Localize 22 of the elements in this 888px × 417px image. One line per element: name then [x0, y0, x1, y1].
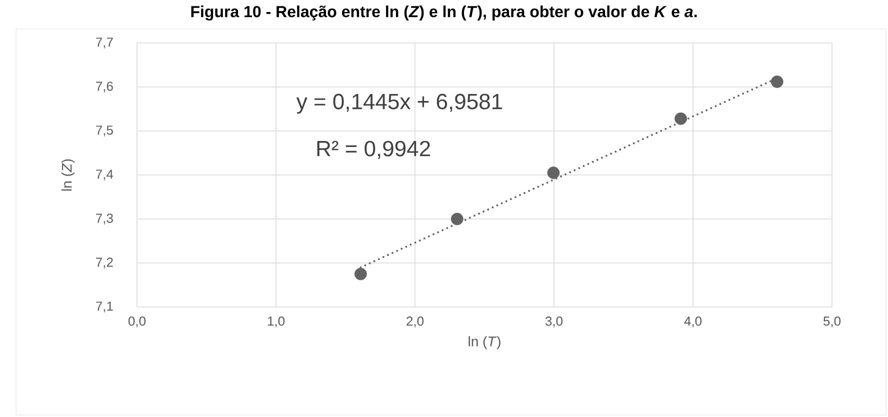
chart-title: Figura 10 - Relação entre ln (Z) e ln (T), para obter o valor de K e a. [191, 6, 697, 21]
x-tick-label: 4,0 [684, 316, 702, 328]
annotation: y = 0,1445x + 6,9581 [296, 94, 502, 114]
y-tick-label: 7,7 [96, 38, 113, 48]
x-tick-label: 0,0 [128, 316, 146, 328]
x-tick-label: 1,0 [268, 316, 285, 328]
point [547, 166, 560, 179]
y-tick-label: 7,6 [96, 82, 113, 92]
x-axis-title: ln (T) [468, 336, 500, 350]
y-tick-label: 7,5 [96, 126, 113, 136]
y-tick-label: 7,1 [96, 302, 113, 312]
x-tick-label: 2,0 [406, 316, 424, 328]
x-tick-label: 5,0 [823, 316, 841, 328]
point [770, 76, 784, 88]
point [450, 212, 464, 226]
y-tick-label: 7,3 [96, 214, 113, 224]
y-tick-label: 7,4 [96, 170, 114, 180]
x-tick-label: 3,0 [545, 316, 563, 328]
point [674, 112, 687, 125]
point [354, 268, 367, 280]
annotation: R² = 0,9942 [317, 140, 430, 159]
y-tick-label: 7,2 [96, 258, 113, 268]
